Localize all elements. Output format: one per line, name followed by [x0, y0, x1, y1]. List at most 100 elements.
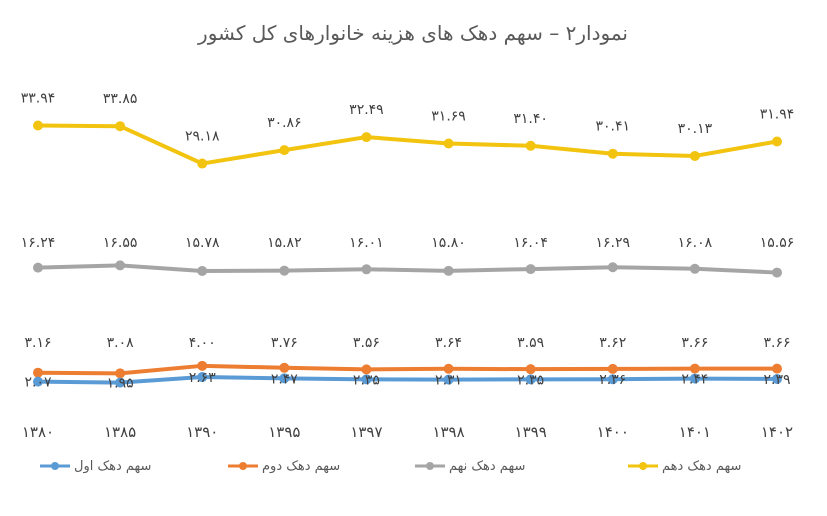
data-point: [279, 373, 290, 384]
series-line: [37, 363, 777, 376]
data-label: ۱۵.۷۸: [185, 235, 220, 251]
data-label: ۳.۶۶: [763, 335, 790, 351]
data-point: [443, 265, 454, 276]
data-point: [279, 145, 290, 156]
data-point: [525, 264, 536, 275]
data-point: [607, 262, 618, 273]
series-1: [33, 120, 782, 169]
legend-label: سهم دهک نهم: [449, 459, 525, 474]
data-label: ۱۶.۰۱: [349, 235, 384, 251]
data-label: ۳.۵۹: [517, 335, 544, 351]
data-point: [279, 362, 290, 373]
data-point: [772, 373, 782, 384]
x-tick-label: ۱۳۹۹: [515, 423, 547, 441]
legend-item: سهم دهک اول: [40, 459, 151, 474]
series-3: [33, 360, 782, 379]
series-line: [37, 263, 778, 275]
legend-marker-dot: [51, 462, 59, 470]
data-point: [33, 376, 43, 387]
legend-label: سهم دهک اول: [74, 459, 151, 474]
data-label: ۲.۰۷: [24, 375, 51, 391]
data-label: ۲.۴۴: [681, 372, 708, 388]
data-point: [772, 363, 782, 374]
data-label: ۳۰.۴۱: [596, 119, 631, 135]
data-point: [443, 374, 454, 385]
legend-item: سهم دهک نهم: [415, 459, 525, 474]
chart-title: نمودار۲ – سهم دهک های هزینه خانوارهای کل…: [197, 21, 628, 45]
data-label: ۳.۷۶: [271, 335, 298, 351]
data-label: ۳۱.۹۴: [760, 106, 795, 122]
data-label: ۱۶.۰۴: [513, 235, 548, 251]
series-line: [37, 375, 778, 385]
data-label: ۳.۶۴: [435, 335, 462, 351]
data-point: [443, 363, 454, 374]
x-tick-label: ۱۴۰۱: [679, 423, 711, 441]
series-2: [33, 260, 782, 278]
data-point: [361, 364, 372, 375]
data-point: [607, 148, 618, 159]
legend-label: سهم دهک دوم: [262, 459, 340, 474]
data-label: ۱۶.۰۸: [678, 235, 713, 251]
data-label: ۲.۳۵: [353, 372, 380, 388]
legend-marker-dot: [239, 462, 247, 470]
legend-marker-dot: [639, 462, 647, 470]
data-label: ۳۰.۸۶: [267, 115, 302, 131]
x-tick-label: ۱۳۹۵: [268, 423, 300, 441]
data-label: ۳۲.۴۹: [349, 102, 384, 118]
series-layer: [33, 120, 782, 388]
x-tick-label: ۱۳۸۵: [104, 423, 136, 441]
data-point: [197, 360, 208, 371]
data-point: [361, 374, 372, 385]
legend-marker-dot: [426, 462, 434, 470]
data-point: [772, 267, 782, 278]
data-label: ۱۵.۸۲: [267, 235, 302, 251]
data-point: [33, 367, 43, 378]
data-point: [361, 264, 372, 275]
series-line: [37, 123, 778, 166]
data-label: ۱۶.۲۴: [21, 235, 56, 251]
data-label: ۳.۱۶: [24, 335, 51, 351]
data-point: [607, 374, 618, 385]
data-point: [525, 374, 536, 385]
data-point: [525, 140, 536, 151]
data-label: ۱۵.۸۰: [431, 235, 466, 251]
data-point: [689, 150, 700, 161]
data-point: [689, 363, 700, 374]
data-label: ۱۶.۲۹: [596, 235, 631, 251]
data-point: [197, 372, 208, 383]
data-label: ۴.۰۰: [189, 335, 216, 351]
data-label: ۲.۴۷: [271, 371, 298, 387]
data-point: [689, 263, 700, 274]
data-point: [607, 363, 618, 374]
x-axis: ۱۳۸۰ ۱۳۸۵ ۱۳۹۰ ۱۳۹۵ ۱۳۹۷ ۱۳۹۸ ۱۳۹۹ ۱۴۰۰ ۱۴۰۱ ۱۴۰۲: [22, 423, 793, 441]
data-label: ۲.۳۱: [435, 373, 462, 389]
data-point: [525, 364, 536, 375]
data-point: [33, 262, 43, 273]
data-point: [689, 373, 700, 384]
data-point: [197, 265, 208, 276]
legend-item: سهم دهک دوم: [228, 459, 340, 474]
data-label: ۲.۳۵: [517, 372, 544, 388]
data-point: [279, 265, 290, 276]
data-point: [197, 158, 208, 169]
data-point: [33, 120, 43, 131]
data-label: ۲.۶۳: [189, 370, 216, 386]
data-point: [115, 121, 126, 132]
x-tick-label: ۱۳۹۸: [432, 423, 464, 441]
data-label: ۲۹.۱۸: [185, 129, 220, 145]
data-label: ۱۵.۵۶: [760, 235, 795, 251]
data-label: ۲.۳۹: [763, 372, 790, 388]
data-label: ۲.۳۶: [599, 372, 626, 388]
data-label: ۳.۰۸: [107, 335, 134, 351]
data-point: [443, 138, 454, 149]
data-label: ۳۰.۱۳: [678, 121, 713, 137]
legend: سهم دهک اول سهم دهک دوم سهم دهک نهم سهم دهک…: [40, 459, 741, 474]
legend-label: سهم دهک دهم: [662, 459, 741, 474]
data-point: [115, 377, 126, 388]
data-label: ۳.۶۲: [599, 335, 626, 351]
data-label: ۳۱.۴۰: [513, 111, 548, 127]
data-label: ۳.۵۶: [353, 335, 380, 351]
data-label: ۳۳.۹۴: [21, 90, 56, 106]
x-tick-label: ۱۳۹۰: [186, 423, 218, 441]
